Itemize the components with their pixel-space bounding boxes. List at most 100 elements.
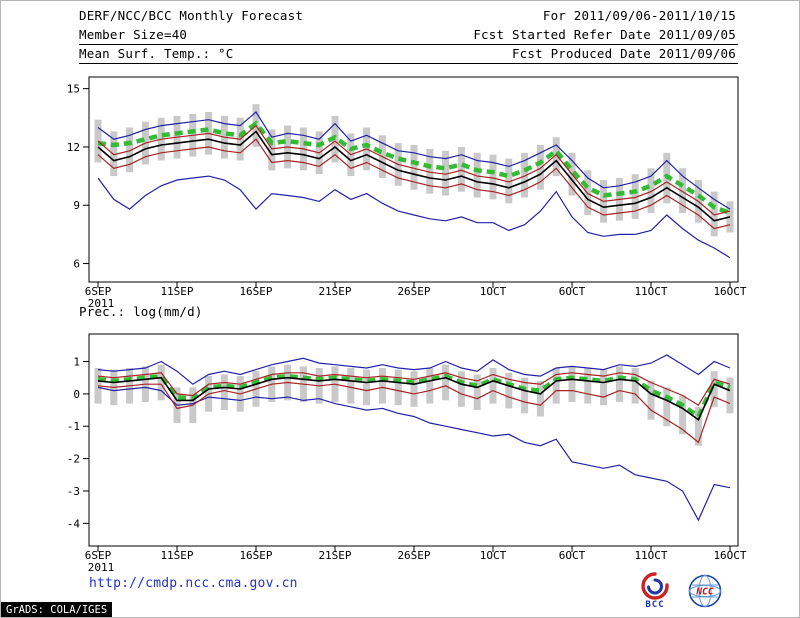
panel-1: 6 9 12 15 6SEP 11SEP 16SEP 21SEP 26SEP 1OCT 6OCT 11…: [67, 76, 747, 310]
ensemble-spread-bar: [442, 364, 450, 401]
ensemble-spread-bar: [521, 152, 529, 198]
ensemble-spread-bar: [426, 148, 434, 194]
x-tick-label: 26SEP: [397, 285, 430, 298]
ensemble-spread-bar: [426, 368, 434, 404]
ensemble-spread-bar: [631, 368, 639, 404]
ensemble-spread-bar: [442, 150, 450, 196]
x-axis-year-label: 2011: [88, 297, 115, 310]
ensemble-spread-bar: [694, 406, 702, 446]
grads-credit: GrADS: COLA/IGES: [1, 602, 113, 617]
y-tick-label: 15: [67, 83, 80, 96]
ensemble-spread-bar: [157, 364, 165, 401]
y-tick-label: 1: [73, 356, 80, 369]
series-ensemble-min: [97, 386, 731, 522]
ensemble-spread-bar: [94, 119, 102, 163]
ensemble-spread-bar: [679, 168, 687, 213]
ensemble-spread-bar: [473, 374, 481, 411]
series-reference-dashed: [97, 373, 731, 420]
ensemble-spread-bar: [536, 380, 544, 417]
header-divider: [79, 63, 738, 64]
ensemble-spread-bar: [631, 174, 639, 219]
ensemble-spread-bar: [536, 145, 544, 190]
y-tick-label: -3: [67, 485, 80, 498]
ensemble-spread-bar: [647, 380, 655, 420]
series-ensemble-mean: [97, 130, 731, 222]
ensemble-spread-bar: [268, 129, 276, 171]
series-ensemble-max: [97, 111, 731, 210]
panel2-title: Prec.: log(mm/d): [79, 304, 203, 319]
ensemble-spread-bar: [126, 127, 134, 173]
series-ensemble-min: [97, 175, 731, 259]
ncc-logo-icon: NCC: [688, 574, 722, 608]
x-tick-label: 21SEP: [318, 285, 351, 298]
ensemble-spread-bar: [710, 191, 718, 237]
x-tick-label: 21SEP: [318, 549, 351, 562]
series-lower-quantile: [97, 381, 731, 444]
x-tick-label: 6OCT: [559, 549, 586, 562]
y-tick-label: -1: [67, 420, 80, 433]
forecast-title: DERF/NCC/BCC Monthly Forecast: [79, 8, 304, 23]
forecast-period: For 2011/09/06-2011/10/15: [542, 8, 736, 23]
y-tick-label: 0: [73, 388, 80, 401]
ensemble-spread-bar: [726, 377, 734, 414]
bcc-logo-label: BCC: [645, 600, 665, 610]
ensemble-spread-bar: [110, 131, 118, 177]
ensemble-spread-bar: [378, 368, 386, 404]
member-size-label: Member Size=40: [79, 27, 188, 42]
ensemble-spread-bar: [552, 368, 560, 404]
x-tick-label: 6SEP: [85, 285, 112, 298]
x-tick-label: 11SEP: [160, 549, 193, 562]
ensemble-spread-bar: [220, 374, 228, 411]
ensemble-spread-bar: [521, 377, 529, 414]
ensemble-spread-bar: [457, 147, 465, 192]
fcst-refer-date: Fcst Started Refer Date 2011/09/05: [473, 27, 736, 42]
series-upper-quantile: [97, 124, 731, 216]
series-ensemble-mean: [97, 376, 731, 422]
x-tick-label: 1OCT: [480, 285, 507, 298]
ensemble-spread-bar: [363, 369, 371, 406]
panel1-title: Mean Surf. Temp.: °C: [79, 46, 234, 61]
y-tick-label: 9: [73, 199, 80, 212]
x-tick-label: 6OCT: [559, 285, 586, 298]
ensemble-spread-bar: [505, 372, 513, 409]
ensemble-spread-bar: [505, 158, 513, 204]
ensemble-spread-bar: [647, 168, 655, 213]
ensemble-spread-bar: [679, 395, 687, 435]
source-url-link[interactable]: http://cmdp.ncc.cma.gov.cn: [89, 576, 298, 591]
x-tick-label: 16SEP: [239, 285, 272, 298]
ensemble-spread-bar: [457, 371, 465, 407]
bcc-logo-icon: [641, 572, 669, 600]
header-divider: [79, 44, 738, 45]
ensemble-spread-bar: [394, 369, 402, 406]
x-tick-label: 11OCT: [634, 285, 667, 298]
series-lower-quantile: [97, 138, 731, 230]
x-tick-label: 26SEP: [397, 549, 430, 562]
ensemble-spread-bar: [600, 369, 608, 406]
x-tick-label: 11OCT: [634, 549, 667, 562]
ensemble-spread-bar: [615, 366, 623, 402]
ensemble-spread-bar: [584, 368, 592, 404]
ncc-logo-label: NCC: [695, 587, 713, 598]
y-tick-label: -2: [67, 453, 80, 466]
x-tick-label: 16SEP: [239, 549, 272, 562]
ensemble-spread-bar: [473, 152, 481, 198]
ensemble-spread-bar: [568, 366, 576, 402]
ensemble-spread-bar: [710, 371, 718, 407]
ensemble-spread-bar: [552, 137, 560, 177]
x-tick-label: 6SEP: [85, 549, 112, 562]
y-tick-label: 6: [73, 258, 80, 271]
ensemble-spread-bar: [347, 368, 355, 404]
x-tick-label: 16OCT: [713, 549, 746, 562]
x-tick-label: 11SEP: [160, 285, 193, 298]
ensemble-spread-bar: [410, 371, 418, 407]
ensemble-spread-bar: [489, 154, 497, 200]
series-ensemble-max: [97, 354, 731, 385]
ensemble-spread-bar: [410, 145, 418, 190]
fcst-produced-date: Fcst Produced Date 2011/09/06: [511, 46, 736, 61]
series-upper-quantile: [97, 372, 731, 407]
x-tick-label: 16OCT: [713, 285, 746, 298]
x-axis-year-label: 2011: [88, 561, 115, 574]
y-tick-label: 12: [67, 141, 80, 154]
